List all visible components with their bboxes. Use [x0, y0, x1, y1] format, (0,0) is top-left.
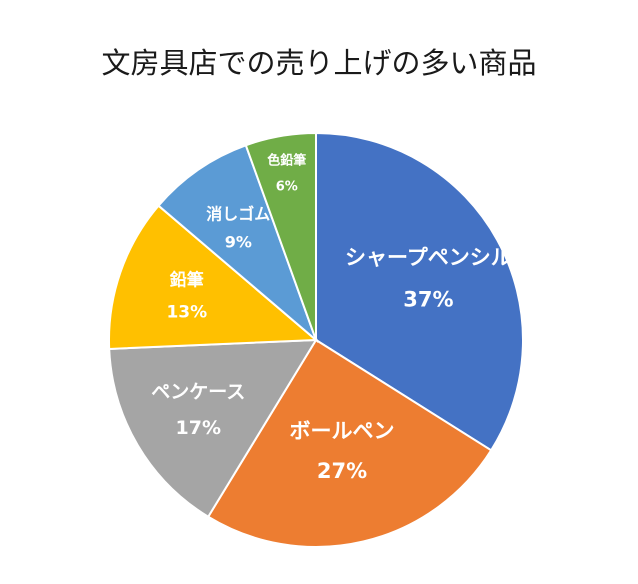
percent-label-ballpoint-pen: 27% — [317, 459, 367, 483]
category-label-eraser: 消しゴム — [206, 204, 270, 223]
percent-label-pencil: 13% — [166, 303, 207, 323]
slice-pen-case — [108, 338, 318, 519]
slice-eraser — [157, 143, 319, 344]
category-label-mechanical-pencil: シャープペンシル — [345, 245, 512, 269]
pie-slices — [108, 131, 524, 548]
slice-mechanical-pencil — [315, 131, 524, 452]
chart-title: 文房具店での売り上げの多い商品 — [101, 46, 537, 80]
slice-pencil — [108, 204, 319, 350]
percent-label-mechanical-pencil: 37% — [403, 287, 453, 311]
category-label-pencil: 鉛筆 — [170, 270, 204, 291]
percent-label-colored-pencil: 6% — [276, 179, 298, 194]
category-label-colored-pencil: 色鉛筆 — [267, 152, 306, 168]
percent-label-pen-case: 17% — [176, 417, 221, 439]
percent-label-eraser: 9% — [225, 232, 252, 251]
slice-ballpoint-pen — [206, 338, 493, 548]
category-label-ballpoint-pen: ボールペン — [290, 419, 395, 443]
category-label-pen-case: ペンケース — [151, 381, 245, 403]
pie-labels: シャープペンシル 37% ボールペン 27% ペンケース 17% 鉛筆 13% 消しゴム 9% 色鉛… — [151, 152, 512, 483]
slice-colored-pencil — [244, 131, 317, 341]
